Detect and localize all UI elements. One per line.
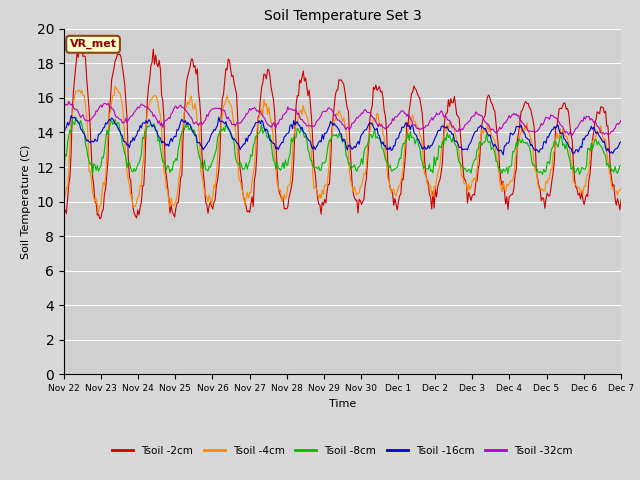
Tsoil -4cm [549,150,557,156]
Tsoil -8cm [415,143,422,149]
Tsoil -2cm [416,96,424,102]
Tsoil -2cm [549,169,557,175]
Tsoil -4cm [344,154,352,160]
Text: VR_met: VR_met [70,39,116,49]
Tsoil -32cm [383,124,390,130]
Tsoil -16cm [67,113,75,119]
Tsoil -16cm [499,152,507,157]
Tsoil -2cm [96,216,104,221]
Tsoil -16cm [347,144,355,150]
Tsoil -4cm [416,132,424,138]
Tsoil -16cm [549,126,557,132]
Tsoil -8cm [548,145,556,151]
Tsoil -32cm [548,113,556,119]
Tsoil -8cm [347,167,355,172]
Line: Tsoil -32cm: Tsoil -32cm [64,102,640,135]
Tsoil -2cm [344,108,352,114]
Tsoil -16cm [383,146,390,152]
Tsoil -4cm [95,209,102,215]
Tsoil -8cm [344,154,351,160]
Tsoil -32cm [65,99,72,105]
Tsoil -2cm [76,42,83,48]
Tsoil -4cm [60,195,68,201]
Title: Soil Temperature Set 3: Soil Temperature Set 3 [264,10,421,24]
Tsoil -16cm [60,129,68,135]
Tsoil -16cm [415,137,422,143]
Tsoil -32cm [344,124,351,130]
Tsoil -32cm [60,105,68,110]
Line: Tsoil -2cm: Tsoil -2cm [64,45,640,218]
Tsoil -2cm [60,208,68,214]
Y-axis label: Soil Temperature (C): Soil Temperature (C) [21,144,31,259]
Legend: Tsoil -2cm, Tsoil -4cm, Tsoil -8cm, Tsoil -16cm, Tsoil -32cm: Tsoil -2cm, Tsoil -4cm, Tsoil -8cm, Tsoi… [108,442,577,460]
Tsoil -2cm [384,158,392,164]
X-axis label: Time: Time [329,399,356,408]
Tsoil -16cm [344,147,351,153]
Line: Tsoil -4cm: Tsoil -4cm [64,86,640,212]
Tsoil -32cm [347,124,355,130]
Tsoil -32cm [415,125,422,131]
Tsoil -8cm [383,159,390,165]
Line: Tsoil -16cm: Tsoil -16cm [64,116,640,155]
Tsoil -2cm [348,180,356,185]
Tsoil -8cm [72,114,80,120]
Tsoil -4cm [111,83,119,89]
Tsoil -4cm [348,183,356,189]
Line: Tsoil -8cm: Tsoil -8cm [64,117,640,175]
Tsoil -4cm [384,176,392,182]
Tsoil -8cm [60,162,68,168]
